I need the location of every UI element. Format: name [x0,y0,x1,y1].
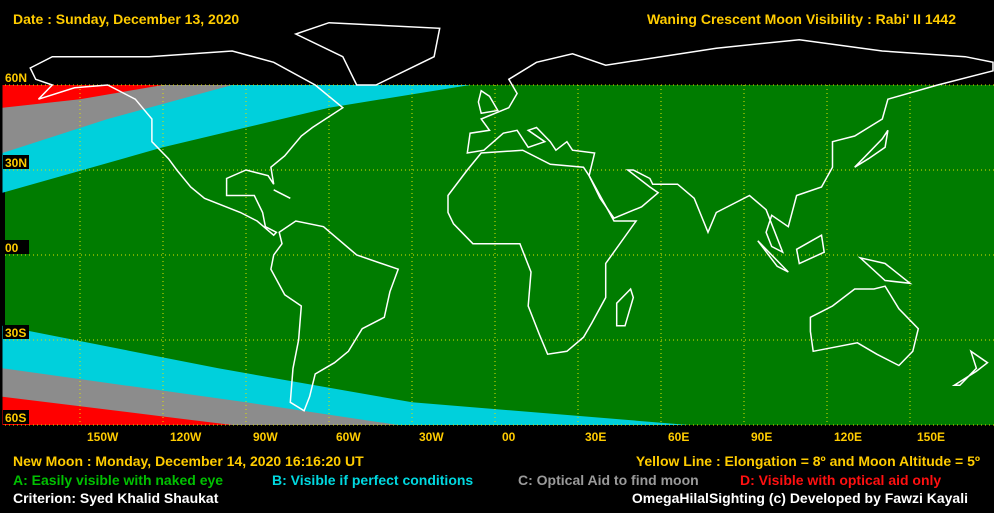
lon-label: 150W [87,430,119,444]
lon-label: 60W [336,430,361,444]
coastline [854,129,889,168]
coastline [477,89,499,115]
lat-label-bg [3,240,29,254]
coastline [447,149,638,356]
lon-label: 120W [170,430,202,444]
lat-label: 60N [5,71,27,85]
credit: OmegaHilalSighting (c) Developed by Fawz… [632,490,968,506]
lon-label: 90W [253,430,278,444]
lat-label-bg [3,70,29,84]
date: Date : Sunday, December 13, 2020 [13,11,239,27]
coastline [273,189,291,199]
yellow-line-note: Yellow Line : Elongation = 8º and Moon A… [636,453,980,469]
zone-d [2,396,233,425]
lat-label: 30N [5,156,27,170]
lon-label: 90E [751,430,772,444]
zones [2,85,689,425]
lon-label: 60E [668,430,689,444]
legend-d: D: Visible with optical aid only [740,472,941,488]
axis-labels: 60N 30N 00 30S 60S 150W 120W 90W 60W 30W 00 30E 60E 9… [3,70,945,444]
coastline [29,50,345,237]
coastline [809,285,920,367]
lat-label-bg [3,410,29,424]
legend-c: C: Optical Aid to find moon [518,472,699,488]
lon-label: 30E [585,430,606,444]
new-moon: New Moon : Monday, December 14, 2020 16:… [13,453,364,469]
coastline [795,234,826,265]
criterion: Criterion: Syed Khalid Shaukat [13,490,219,506]
coastlines [29,21,994,412]
grid [5,84,994,426]
zone-c [2,85,233,153]
title: Waning Crescent Moon Visibility : Rabi' … [647,11,956,27]
coastline [857,256,913,285]
lon-label: 150E [917,430,945,444]
coastline [757,240,789,273]
lat-label: 00 [5,241,19,255]
lon-label: 00 [502,430,516,444]
zone-d [2,85,163,108]
coastline [615,287,635,327]
coastline [293,21,441,86]
coastline [270,220,400,412]
coastline [466,38,994,254]
lon-label: 120E [834,430,862,444]
lat-label-bg [3,155,29,169]
legend-b: B: Visible if perfect conditions [272,472,473,488]
lat-label-bg [3,325,29,339]
coastline [951,349,989,387]
lat-label: 30S [5,326,26,340]
legend-a: A: Easily visible with naked eye [13,472,223,488]
lat-label: 60S [5,411,26,425]
lon-label: 30W [419,430,444,444]
